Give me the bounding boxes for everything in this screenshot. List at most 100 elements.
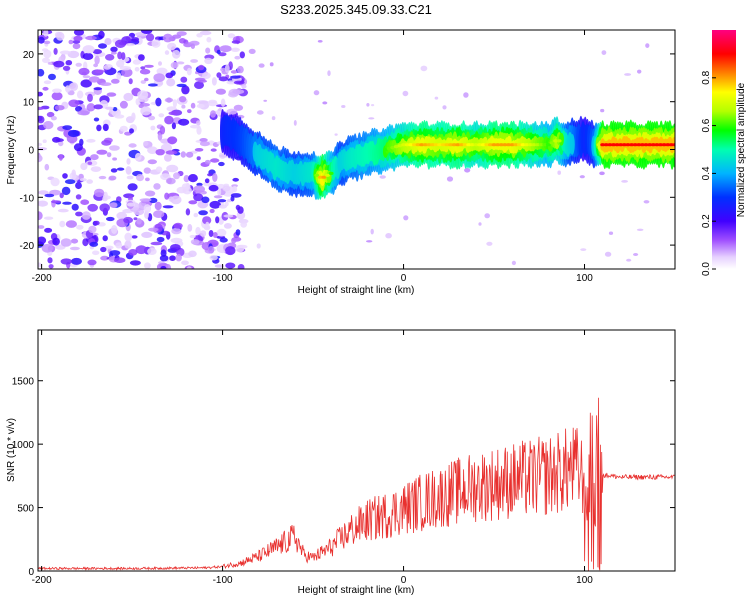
noise-blob — [60, 258, 72, 265]
noise-blob — [88, 225, 97, 234]
noise-blob — [214, 264, 225, 268]
noise-blob — [76, 224, 84, 230]
noise-blob — [167, 136, 178, 145]
noise-blob — [153, 73, 165, 82]
noise-blob — [112, 107, 118, 112]
noise-blob — [643, 200, 650, 204]
noise-blob — [119, 125, 128, 132]
noise-blob — [233, 80, 245, 85]
noise-blob — [215, 88, 226, 95]
noise-blob — [96, 149, 108, 155]
noise-blob — [100, 255, 109, 261]
noise-blob — [237, 264, 245, 269]
noise-blob — [194, 81, 204, 89]
noise-blob — [78, 67, 90, 76]
colorbar-tick-label: 0.6 — [701, 118, 712, 132]
noise-blob — [366, 103, 370, 107]
noise-blob — [132, 59, 141, 65]
noise-blob — [237, 65, 244, 74]
noise-blob — [446, 176, 454, 182]
noise-blob — [121, 52, 126, 61]
noise-blob — [129, 260, 141, 266]
ridge-core — [325, 173, 330, 177]
noise-blob — [434, 96, 439, 100]
noise-blob — [140, 66, 146, 70]
noise-blob — [176, 83, 187, 88]
noise-blob — [213, 195, 223, 199]
noise-blob — [67, 129, 80, 138]
noise-blob — [154, 201, 162, 211]
ridge-core — [444, 143, 450, 147]
noise-blob — [149, 197, 158, 204]
noise-blob — [219, 45, 232, 53]
snr-x-label: Height of straight line (km) — [298, 585, 415, 596]
ridge-core — [545, 143, 551, 147]
noise-blob — [89, 241, 99, 247]
ridge-core — [459, 143, 464, 147]
noise-blob — [128, 143, 137, 148]
noise-blob — [486, 241, 493, 246]
ridge-core — [549, 141, 555, 145]
noise-blob — [190, 59, 199, 63]
noise-blob — [371, 104, 375, 107]
noise-blob — [127, 183, 138, 191]
noise-blob — [403, 215, 409, 221]
noise-blob — [223, 223, 232, 229]
noise-blob — [69, 83, 76, 89]
noise-blob — [109, 202, 118, 209]
ridge-core — [669, 143, 674, 147]
noise-blob — [202, 72, 211, 79]
ridge-core — [412, 143, 417, 147]
noise-blob — [111, 78, 120, 84]
ridge-core — [611, 143, 616, 147]
ridge-core — [451, 143, 457, 147]
noise-blob — [224, 64, 230, 73]
noise-blob — [99, 203, 110, 212]
noise-blob — [73, 143, 83, 152]
ridge-core — [484, 143, 490, 147]
x-tick-label: 100 — [576, 575, 593, 586]
noise-blob — [200, 230, 207, 237]
figure-title: S233.2025.345.09.33.C21 — [280, 2, 432, 17]
noise-blob — [72, 43, 81, 50]
ridge-core — [629, 143, 634, 147]
noise-blob — [205, 47, 211, 54]
noise-blob — [366, 240, 373, 243]
noise-blob — [38, 36, 45, 44]
noise-blob — [155, 149, 165, 156]
noise-blob — [71, 169, 76, 177]
noise-blob — [126, 175, 134, 180]
noise-blob — [147, 159, 157, 165]
noise-blob — [217, 199, 227, 203]
noise-blob — [188, 250, 197, 258]
noise-blob — [205, 221, 210, 230]
x-tick-label: -200 — [32, 273, 52, 284]
y-tick-label: 0 — [28, 146, 34, 157]
noise-blob — [140, 80, 146, 84]
noise-blob — [139, 68, 151, 75]
ridge-core — [520, 143, 526, 147]
noise-blob — [48, 73, 56, 81]
noise-blob — [201, 196, 210, 204]
noise-blob — [138, 54, 145, 61]
spectrogram-y-ticks: -20 -10 0 10 20 — [20, 50, 675, 252]
noise-blob — [49, 189, 61, 196]
noise-blob — [44, 193, 55, 198]
ridge-core — [621, 143, 627, 147]
noise-blob — [379, 175, 386, 179]
noise-blob — [44, 163, 50, 171]
ridge-core — [658, 143, 663, 147]
noise-blob — [114, 39, 126, 48]
noise-blob — [110, 46, 118, 53]
noise-blob — [38, 106, 45, 111]
noise-blob — [133, 217, 138, 221]
noise-blob — [148, 227, 159, 232]
noise-blob — [271, 116, 276, 121]
noise-blob — [93, 188, 105, 198]
noise-blob — [82, 75, 91, 79]
noise-blob — [218, 76, 229, 82]
ridge-core — [321, 175, 327, 179]
noise-blob — [145, 177, 150, 182]
noise-blob — [232, 185, 238, 193]
noise-blob — [125, 43, 135, 47]
